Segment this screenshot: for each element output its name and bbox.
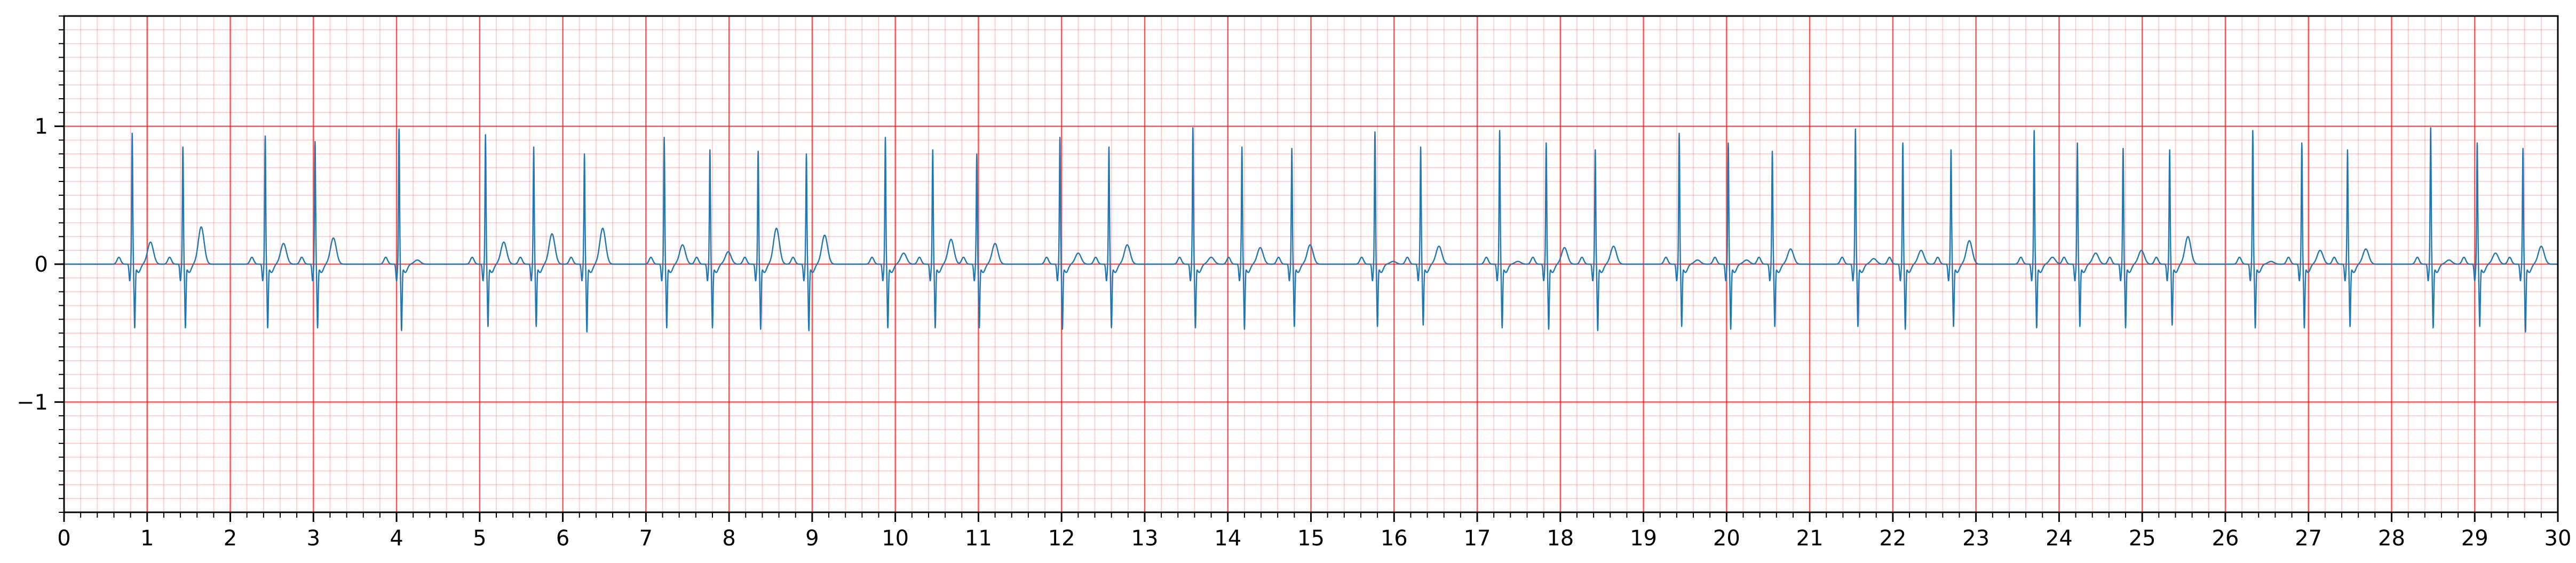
- x-tick-label: 18: [1547, 526, 1574, 551]
- x-tick-label: 22: [1879, 526, 1906, 551]
- x-tick-label: 20: [1713, 526, 1740, 551]
- x-tick-label: 11: [965, 526, 992, 551]
- x-tick-label: 2: [224, 526, 237, 551]
- x-tick-label: 16: [1381, 526, 1408, 551]
- x-tick-label: 1: [140, 526, 154, 551]
- x-tick-label: 15: [1297, 526, 1325, 551]
- y-tick-labels: −1 0 1: [17, 115, 48, 415]
- y-tick-label: −1: [17, 390, 48, 415]
- x-tick-label: 0: [57, 526, 70, 551]
- x-tick-label: 7: [639, 526, 653, 551]
- x-tick-label: 28: [2378, 526, 2405, 551]
- x-tick-label: 17: [1464, 526, 1491, 551]
- x-tick-label: 27: [2295, 526, 2322, 551]
- x-tick-label: 5: [473, 526, 486, 551]
- ecg-trace-layer: [64, 127, 2558, 333]
- x-tick-label: 24: [2046, 526, 2073, 551]
- x-tick-label: 19: [1630, 526, 1657, 551]
- x-tick-label: 29: [2461, 526, 2488, 551]
- x-tick-label: 12: [1048, 526, 1075, 551]
- x-tick-label: 25: [2129, 526, 2156, 551]
- x-tick-label: 10: [882, 526, 909, 551]
- y-tick-label: 1: [35, 115, 48, 139]
- y-tick-label: 0: [35, 252, 48, 277]
- x-tick-label: 13: [1131, 526, 1159, 551]
- x-tick-label: 8: [722, 526, 735, 551]
- ecg-trace-line: [64, 127, 2558, 333]
- x-tick-label: 6: [556, 526, 569, 551]
- x-tick-labels: 0 1 2 3 4 5 6 7 8 9 10 11 12 13 14 15 16 17 18 19 20 21 22 23 24…: [57, 526, 2571, 551]
- x-tick-label: 21: [1796, 526, 1824, 551]
- axis-ticks: [54, 15, 2559, 522]
- x-tick-label: 30: [2545, 526, 2572, 551]
- x-tick-label: 26: [2212, 526, 2239, 551]
- x-tick-label: 14: [1214, 526, 1241, 551]
- x-tick-label: 23: [1962, 526, 1990, 551]
- x-tick-label: 4: [390, 526, 403, 551]
- x-tick-label: 3: [307, 526, 320, 551]
- x-tick-label: 9: [805, 526, 819, 551]
